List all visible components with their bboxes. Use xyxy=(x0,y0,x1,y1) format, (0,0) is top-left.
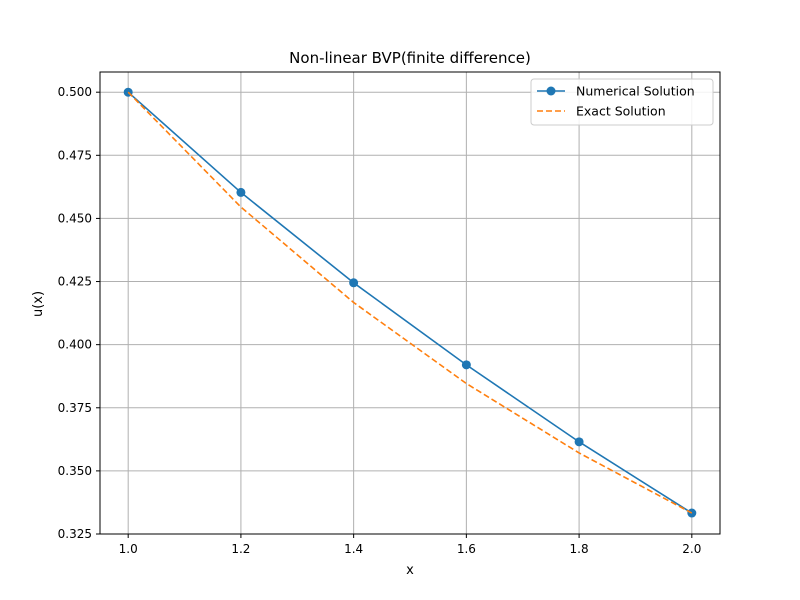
y-tick-label: 0.450 xyxy=(58,211,92,225)
data-point xyxy=(349,278,359,288)
data-series xyxy=(123,87,697,518)
data-point xyxy=(574,437,584,447)
grid xyxy=(100,72,720,535)
x-tick-label: 1.0 xyxy=(119,542,138,556)
series-line-2 xyxy=(127,91,693,514)
legend: Numerical Solution Exact Solution xyxy=(530,78,714,126)
y-tick-label: 0.375 xyxy=(58,401,92,415)
legend-label: Numerical Solution xyxy=(576,84,695,99)
x-tick-label: 1.8 xyxy=(570,542,589,556)
x-tick-label: 2.0 xyxy=(682,542,701,556)
legend-marker xyxy=(546,86,556,96)
x-tick-label: 1.4 xyxy=(344,542,363,556)
data-point xyxy=(461,360,471,370)
y-tick-label: 0.325 xyxy=(58,527,92,541)
x-axis-label: x xyxy=(406,563,414,578)
y-tick-label: 0.500 xyxy=(58,85,92,99)
axis-ticks: 1.0 1.2 1.4 1.6 1.8 2.0 0.325 0.350 0.375 0.400 0.… xyxy=(58,85,702,556)
legend-label: Exact Solution xyxy=(576,104,666,119)
data-point xyxy=(236,187,246,197)
y-tick-label: 0.425 xyxy=(58,275,92,289)
y-tick-label: 0.475 xyxy=(58,148,92,162)
x-tick-label: 1.2 xyxy=(231,542,250,556)
x-tick-label: 1.6 xyxy=(457,542,476,556)
legend-box xyxy=(530,78,714,126)
y-axis-label: u(x) xyxy=(31,291,46,317)
series-line-1 xyxy=(127,91,693,514)
y-tick-label: 0.400 xyxy=(58,338,92,352)
plot-frame xyxy=(99,71,721,535)
chart-title: Non-linear BVP(finite difference) xyxy=(289,49,531,67)
y-tick-label: 0.350 xyxy=(58,464,92,478)
